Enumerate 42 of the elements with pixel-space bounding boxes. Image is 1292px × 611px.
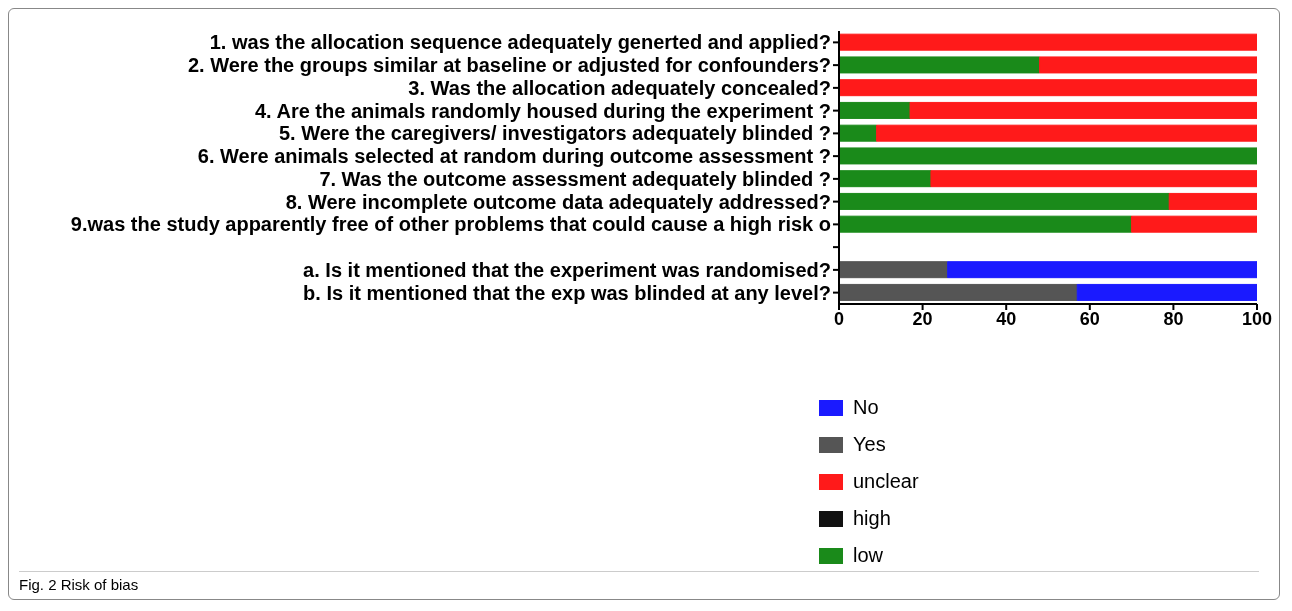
bar bbox=[1039, 56, 1257, 74]
bar bbox=[839, 124, 878, 142]
y-tick-label: 8. Were incomplete outcome data adequately addressed? bbox=[285, 190, 831, 213]
bar bbox=[839, 56, 1041, 74]
x-tick-label: 100 bbox=[1241, 308, 1273, 329]
bar bbox=[1168, 192, 1257, 210]
legend-label: unclear bbox=[853, 470, 919, 493]
bar bbox=[839, 147, 1257, 165]
y-tick-label: 2. Were the groups similar at baseline or adjusted for confounders? bbox=[187, 54, 831, 77]
bar bbox=[839, 192, 1170, 210]
y-tick-label: a. Is it mentioned that the experiment was randomised? bbox=[303, 258, 831, 281]
y-tick-label: 7. Was the outcome assessment adequately blinded ? bbox=[319, 167, 831, 190]
x-tick-label: 0 bbox=[833, 308, 845, 329]
y-tick-label: 6. Were animals selected at random during outcome assessment ? bbox=[197, 145, 831, 168]
y-tick-label: 5. Were the caregivers/ investigators adequately blinded ? bbox=[278, 122, 831, 145]
y-tick-label: 9.was the study apparently free of other problems that could cause a high risk o bbox=[70, 213, 831, 236]
bar bbox=[839, 101, 911, 119]
x-tick-label: 80 bbox=[1163, 308, 1184, 329]
legend-label: high bbox=[853, 507, 891, 530]
bar bbox=[909, 101, 1257, 119]
bar bbox=[839, 170, 932, 188]
caption: Fig. 2 Risk of bias bbox=[19, 571, 1259, 593]
bar bbox=[839, 261, 949, 279]
x-tick-label: 60 bbox=[1079, 308, 1100, 329]
bar bbox=[839, 283, 1078, 301]
bar bbox=[947, 261, 1257, 279]
y-tick-label: 3. Was the allocation adequately concealed? bbox=[408, 76, 831, 99]
legend-label: Yes bbox=[853, 433, 886, 456]
y-tick-label: 1. was the allocation sequence adequately generted and applied? bbox=[209, 31, 831, 54]
legend-label: low bbox=[853, 544, 884, 567]
bar bbox=[1076, 283, 1257, 301]
legend-label: No bbox=[853, 396, 879, 419]
x-tick-label: 40 bbox=[996, 308, 1017, 329]
bar bbox=[930, 170, 1257, 188]
bar bbox=[876, 124, 1257, 142]
y-tick-label: b. Is it mentioned that the exp was blinded at any level? bbox=[303, 281, 831, 304]
bar bbox=[839, 79, 1257, 97]
x-tick-label: 20 bbox=[912, 308, 933, 329]
bar bbox=[1131, 215, 1257, 233]
bar bbox=[839, 33, 1257, 51]
y-tick-label: 4. Are the animals randomly housed during the experiment ? bbox=[254, 99, 831, 122]
bar bbox=[839, 215, 1133, 233]
